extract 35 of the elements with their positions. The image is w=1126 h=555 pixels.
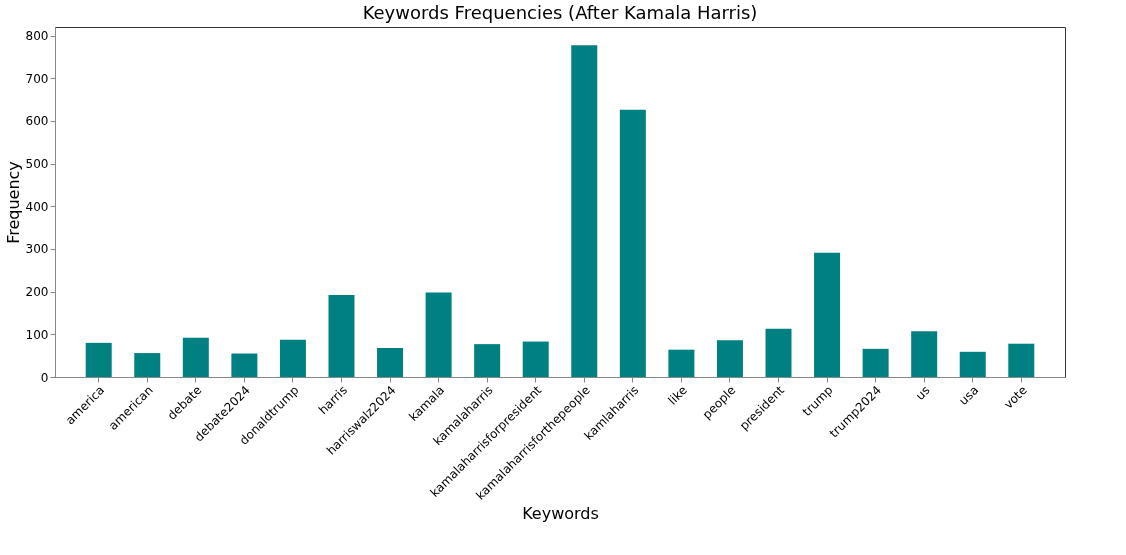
bar [474, 344, 501, 377]
bar [668, 349, 695, 377]
bar [1008, 343, 1035, 377]
bar [911, 331, 938, 377]
y-tick-label: 100 [25, 327, 49, 342]
chart-title: Keywords Frequencies (After Kamala Harris) [362, 2, 758, 23]
y-tick-label: 400 [25, 199, 49, 214]
y-tick-label: 700 [25, 71, 49, 86]
bar [619, 109, 646, 377]
bar [716, 340, 743, 377]
y-tick-label: 800 [25, 29, 49, 44]
y-tick-label: 300 [25, 242, 49, 257]
bar [522, 341, 549, 377]
x-axis-title: Keywords [522, 503, 599, 523]
bar [182, 337, 209, 377]
bar [862, 348, 889, 377]
bar [814, 252, 841, 377]
x-tick-label: usa [956, 383, 982, 408]
bar [231, 353, 258, 377]
bar [328, 295, 355, 377]
bar [134, 353, 161, 377]
bar [959, 351, 986, 377]
y-axis-title: Frequency [3, 161, 23, 244]
y-tick-label: 500 [25, 157, 49, 172]
bar [377, 347, 404, 377]
x-tick-label: like [665, 383, 690, 408]
bar [85, 342, 112, 377]
y-tick-label: 200 [25, 285, 49, 300]
bar [765, 328, 792, 377]
bar [571, 45, 598, 377]
bar [279, 339, 306, 377]
x-tick-label: us [912, 383, 933, 403]
y-tick-label: 0 [40, 370, 49, 385]
bar [425, 292, 452, 377]
y-tick-label: 600 [25, 114, 49, 129]
